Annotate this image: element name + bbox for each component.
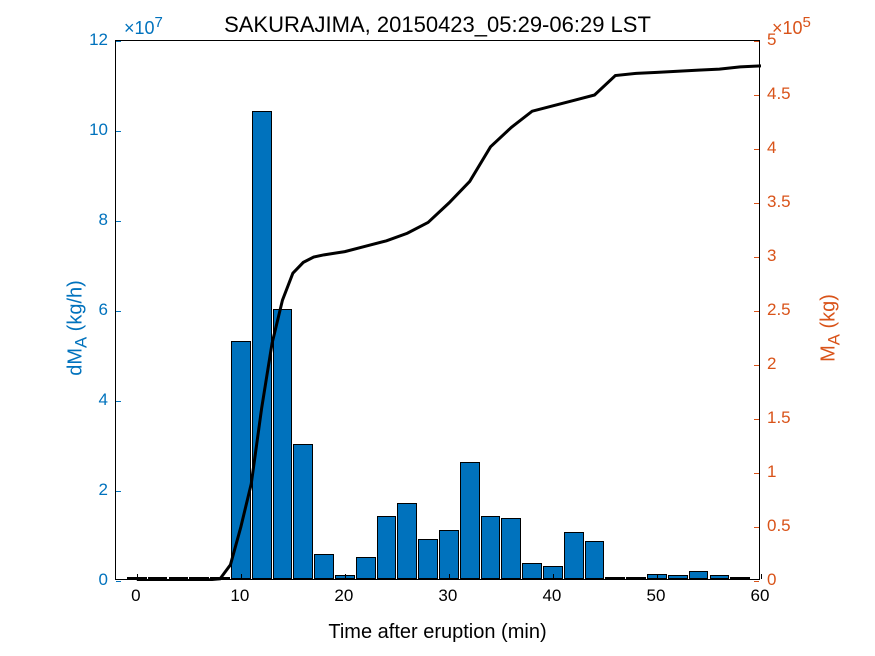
bar (668, 575, 688, 580)
bar (522, 563, 542, 579)
bar (356, 557, 376, 580)
y-right-tick-mark (754, 95, 759, 96)
bar (314, 554, 334, 579)
y-left-tick-label: 10 (68, 120, 108, 140)
x-tick-mark (761, 574, 762, 579)
bar (189, 577, 209, 579)
y-right-tick-mark (754, 527, 759, 528)
y-left-tick-label: 4 (68, 390, 108, 410)
y-right-tick-label: 1.5 (767, 408, 807, 428)
bar (564, 532, 584, 579)
bar (626, 577, 646, 579)
bar (273, 309, 293, 579)
y-left-tick-mark (116, 401, 121, 402)
y-left-tick-mark (116, 311, 121, 312)
left-exponent: ×107 (124, 14, 163, 39)
y-left-tick-mark (116, 131, 121, 132)
bar (397, 503, 417, 580)
bar (293, 444, 313, 579)
bar (689, 571, 709, 579)
bar (148, 577, 168, 579)
y-left-tick-label: 2 (68, 480, 108, 500)
y-axis-right-label: MA (kg) (818, 294, 845, 362)
x-tick-label: 0 (116, 586, 156, 606)
plot-area (115, 40, 760, 580)
x-tick-label: 30 (428, 586, 468, 606)
y-left-tick-mark (116, 581, 121, 582)
y-right-tick-label: 3.5 (767, 192, 807, 212)
bar (460, 462, 480, 579)
y-right-tick-label: 2 (767, 354, 807, 374)
y-right-tick-label: 1 (767, 462, 807, 482)
y-right-tick-mark (754, 149, 759, 150)
bar (605, 577, 625, 579)
bar (418, 539, 438, 580)
y-right-tick-mark (754, 203, 759, 204)
line-overlay (116, 41, 761, 581)
x-tick-mark (657, 574, 658, 579)
y-right-tick-mark (754, 581, 759, 582)
bar (169, 577, 189, 579)
x-tick-label: 20 (324, 586, 364, 606)
bar (377, 516, 397, 579)
x-tick-mark (449, 574, 450, 579)
bar (501, 518, 521, 579)
y-right-tick-label: 0.5 (767, 516, 807, 536)
y-left-tick-mark (116, 221, 121, 222)
x-tick-label: 10 (220, 586, 260, 606)
y-left-tick-label: 12 (68, 30, 108, 50)
y-right-tick-mark (754, 473, 759, 474)
x-tick-mark (345, 574, 346, 579)
x-tick-label: 50 (636, 586, 676, 606)
y-right-tick-mark (754, 311, 759, 312)
y-axis-left-label: dMA (kg/h) (64, 280, 91, 376)
bar (710, 575, 730, 579)
x-tick-label: 60 (740, 586, 780, 606)
x-tick-mark (553, 574, 554, 579)
y-right-tick-mark (754, 41, 759, 42)
y-right-tick-mark (754, 419, 759, 420)
y-left-tick-label: 6 (68, 300, 108, 320)
bar (231, 341, 251, 580)
y-right-tick-label: 4 (767, 138, 807, 158)
bar (730, 577, 750, 579)
chart-container: 02468101200.511.522.533.544.550102030405… (115, 40, 760, 580)
bar (439, 530, 459, 580)
x-tick-label: 40 (532, 586, 572, 606)
y-right-tick-label: 2.5 (767, 300, 807, 320)
bar (585, 541, 605, 579)
y-right-tick-mark (754, 365, 759, 366)
bar (252, 111, 272, 579)
y-right-tick-label: 3 (767, 246, 807, 266)
y-left-tick-mark (116, 41, 121, 42)
y-left-tick-mark (116, 491, 121, 492)
x-tick-mark (241, 574, 242, 579)
y-right-tick-label: 5 (767, 30, 807, 50)
y-left-tick-label: 0 (68, 570, 108, 590)
y-right-tick-mark (754, 257, 759, 258)
x-tick-mark (137, 574, 138, 579)
x-axis-label: Time after eruption (min) (0, 621, 875, 644)
bar (210, 577, 230, 579)
bar (481, 516, 501, 579)
y-left-tick-label: 8 (68, 210, 108, 230)
y-right-tick-label: 4.5 (767, 84, 807, 104)
